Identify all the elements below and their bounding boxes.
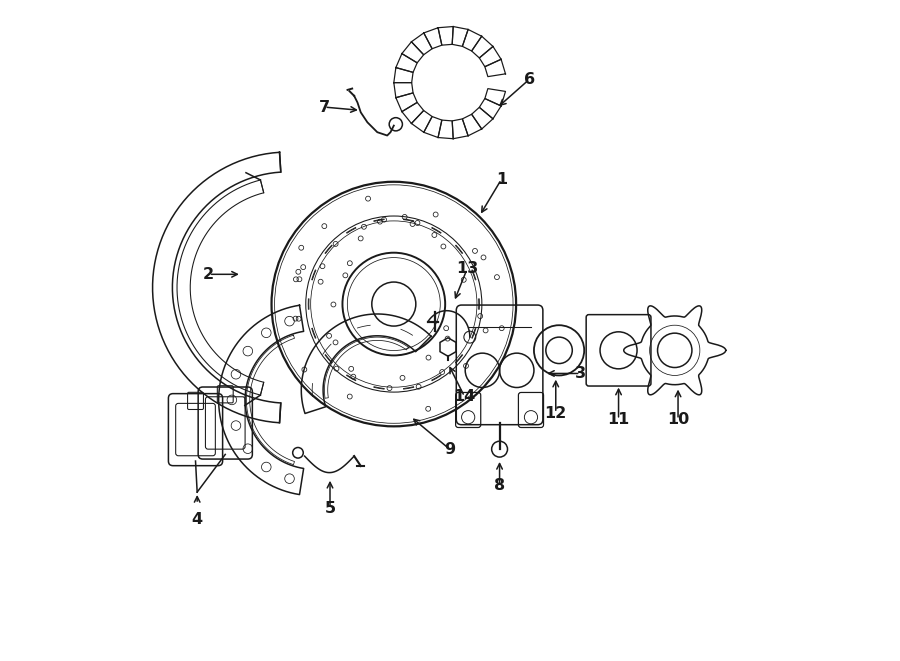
Text: 10: 10 bbox=[667, 412, 689, 427]
Text: 11: 11 bbox=[608, 412, 630, 427]
Text: 4: 4 bbox=[192, 512, 202, 527]
Text: 8: 8 bbox=[494, 478, 505, 493]
Text: 5: 5 bbox=[324, 502, 336, 516]
Text: 9: 9 bbox=[445, 442, 455, 457]
Text: 13: 13 bbox=[456, 262, 478, 276]
Text: 12: 12 bbox=[544, 406, 567, 420]
Text: 3: 3 bbox=[575, 366, 586, 381]
Text: 7: 7 bbox=[319, 100, 330, 114]
Text: 6: 6 bbox=[524, 72, 535, 87]
Text: 14: 14 bbox=[454, 389, 476, 404]
Text: 1: 1 bbox=[496, 172, 507, 187]
Text: 2: 2 bbox=[203, 267, 214, 282]
